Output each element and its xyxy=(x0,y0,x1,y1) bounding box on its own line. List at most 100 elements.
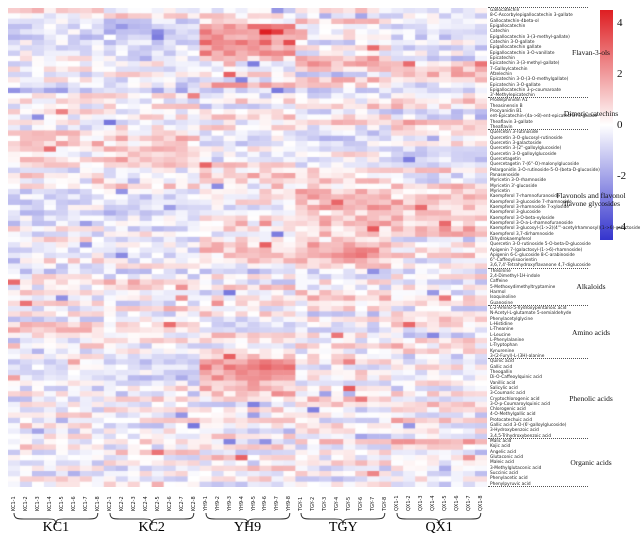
metabolite-label: Myricetin xyxy=(490,188,510,194)
metabolite-label: Apigenin 6-C-glucoside 8-C-arabinoside xyxy=(490,252,575,258)
metabolite-label: Epigallocatechin xyxy=(490,23,526,29)
brace-icon xyxy=(13,512,99,526)
metabolite-label: Gallocatechin xyxy=(490,8,520,13)
sample-label: YH9-8 xyxy=(286,496,293,511)
metabolite-label: 2,4-Dimethyl-1H-indole xyxy=(490,274,541,280)
section-label: Flavan-3-ols xyxy=(572,48,610,58)
metabolite-label: Afzelechin xyxy=(490,71,513,77)
metabolite-label: Myricetin 3-O-rhamnoside xyxy=(490,178,547,184)
section-separator-line xyxy=(488,97,588,99)
colorbar-tick-label: -4 xyxy=(617,221,627,234)
metabolite-label: Phenylpyruvic acid xyxy=(490,481,531,487)
sample-label: TGY-4 xyxy=(334,496,341,511)
metabolite-label: Kaempferol 3-glucoside 7-rhamnoside xyxy=(490,199,572,205)
sample-label: KC1-4 xyxy=(46,496,53,511)
metabolite-label: Pelargonidin 3-O-rutinoside-5-O-(beta-D-… xyxy=(490,167,600,173)
metabolite-label: Kaempferol 3-O-beta-xyloside xyxy=(490,215,555,221)
metabolite-label: L-Leucine xyxy=(490,332,511,338)
group-brace xyxy=(204,511,292,526)
sample-label: QX1-6 xyxy=(454,495,461,511)
group-name-label: QX1 xyxy=(425,520,453,534)
metabolite-label: L-Theanine xyxy=(490,327,514,333)
colorbar-gradient xyxy=(600,10,613,240)
metabolite-label: Quercetin 3-O-glucosyl-rutinoside xyxy=(490,135,563,141)
metabolite-label: Kaempferol 3,7-dirhamnoside xyxy=(490,231,554,237)
metabolite-label: N-Acetyl-L-glutamate 5-semialdehyde xyxy=(490,311,572,317)
sample-label: QX1-7 xyxy=(466,495,473,511)
metabolite-label: Prodelphinidin A1 xyxy=(490,98,528,104)
sample-label: QX1-2 xyxy=(406,495,413,511)
sample-label: KC2-4 xyxy=(142,496,149,511)
metabolite-label: 5-Methoxydimethyltryptamine xyxy=(490,284,556,290)
metabolite-label: 3,4,5-Trihydroxybenzoic acid xyxy=(490,433,552,439)
brace-icon xyxy=(300,512,386,526)
metabolite-label: 3-O-p-Coumaroylquinic acid xyxy=(490,401,551,407)
metabolite-label: Theasinensin B xyxy=(490,103,523,109)
brace-icon xyxy=(396,512,482,526)
metabolite-label: Chlorogenic acid xyxy=(490,407,526,413)
sample-label: KC1-5 xyxy=(58,496,65,511)
metabolite-label: 3-(2-Furyl)-L-(3H)-alanine xyxy=(490,353,545,359)
metabolite-label: Epigallocatechin 3-p-coumaroate xyxy=(490,87,562,93)
sample-label: YH9-4 xyxy=(238,496,245,511)
metabolite-label: Kaempferol 3-O-a-L-rhamnofuranoside xyxy=(490,220,573,226)
group-brace xyxy=(12,511,100,526)
sample-label: KC1-7 xyxy=(82,496,89,511)
sample-label: KC2-6 xyxy=(166,496,173,511)
sample-label: TGY-5 xyxy=(346,496,353,511)
metabolite-label: Quercetagetin xyxy=(490,157,521,163)
sample-label: KC1-2 xyxy=(22,496,29,511)
metabolite-label: Apigenin 7-(galactosyl-(1->6)-rhamnoside… xyxy=(490,247,583,253)
metabolite-label: Maleic acid xyxy=(490,460,515,466)
colorbar-tick-label: -2 xyxy=(617,170,627,183)
sample-label: YH9-3 xyxy=(226,496,233,511)
metabolite-label: Kojic acid xyxy=(490,444,511,450)
metabolite-label: Epigallocatechin 3-O-vanillate xyxy=(490,50,555,56)
group-brace xyxy=(108,511,196,526)
section-separator-line xyxy=(488,438,588,440)
metabolite-label: 3-Methylglutaconic acid xyxy=(490,465,542,471)
sample-label: TGY-2 xyxy=(310,496,317,511)
metabolite-label: 3,6,7,4'-Tetrahydroxyflavanone 4,7-diglu… xyxy=(490,263,591,269)
metabolite-label: Epicatechin xyxy=(490,55,515,61)
metabolite-label: L-2-Amino-5-hydroxypentanoic acid xyxy=(490,306,567,312)
metabolite-label: Di-O-Caffeoylquinic acid xyxy=(490,375,543,381)
sample-label: YH9-1 xyxy=(202,496,209,511)
section-label: Phenolic acids xyxy=(569,394,613,404)
colorbar-tick-label: 4 xyxy=(617,16,623,29)
metabolite-label: Phenylacetylglycine xyxy=(490,316,533,322)
colorbar-tick-label: 0 xyxy=(617,119,623,131)
metabolite-label: Epicatechin 3-O-(3-O-methylgallate) xyxy=(490,77,569,83)
section-label: Dimeric catechins xyxy=(563,109,619,119)
metabolite-label: Malic acid xyxy=(490,439,512,445)
sample-label: KC2-8 xyxy=(190,496,197,511)
metabolite-label: Kaempferol 3-glucoside xyxy=(490,210,541,216)
sample-label: KC2-3 xyxy=(130,496,137,511)
metabolite-label: Epicatechin 3-(3-methyl-gallate) xyxy=(490,61,560,67)
sample-label: QX1-8 xyxy=(478,495,485,511)
sample-label: KC1-6 xyxy=(70,496,77,511)
group-brace xyxy=(299,511,387,526)
metabolite-label: L-Histidine xyxy=(490,322,513,327)
metabolite-label: Kaempferol 7-rhamnofuranoside xyxy=(490,194,560,200)
section-label: Organic acids xyxy=(570,458,612,468)
section-separator-line xyxy=(488,486,588,487)
sample-label: YH9-7 xyxy=(274,496,281,511)
section-label: Flavonols and flavonol /flavone glycosid… xyxy=(556,190,626,208)
metabolite-label: Epigallocatechin gallate xyxy=(490,45,542,51)
metabolite-label: Isoquinoline xyxy=(490,295,516,301)
metabolite-label: Dihydrokaempferol xyxy=(490,236,532,242)
section-separator-line xyxy=(488,358,588,360)
group-brace xyxy=(395,511,483,526)
metabolite-label: Theaflavin xyxy=(490,125,513,131)
sample-label: QX1-3 xyxy=(418,495,425,511)
metabolite-label: Caffeine xyxy=(490,279,508,285)
metabolite-label: Panasenoside xyxy=(490,172,520,178)
section-label: Alkaloids xyxy=(576,282,606,292)
metabolite-label: Quercetin 3-galactoside xyxy=(490,141,542,147)
metabolite-label: Angelic acid xyxy=(490,449,517,455)
metabolite-label: Quercetin 3-rutinoside xyxy=(490,130,539,136)
metabolite-label: Theogallin xyxy=(490,369,513,375)
sample-label: TGY-8 xyxy=(382,496,389,511)
